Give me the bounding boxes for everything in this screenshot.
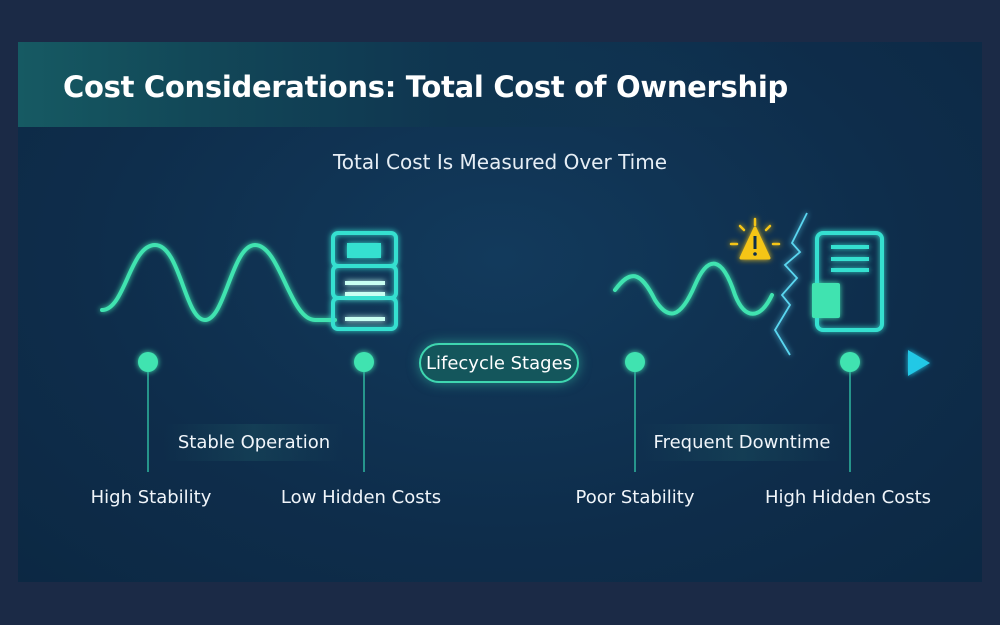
- page-title: Cost Considerations: Total Cost of Owner…: [63, 70, 788, 104]
- milestone-label: High Hidden Costs: [764, 487, 932, 508]
- milestone-dot: [138, 352, 158, 372]
- phase-label: Stable Operation: [163, 424, 345, 461]
- milestone-dot: [840, 352, 860, 372]
- stable-wave-icon: [100, 242, 337, 323]
- lifecycle-stages-badge: Lifecycle Stages: [419, 343, 579, 383]
- crack-icon: [773, 212, 808, 356]
- milestone-label: Poor Stability: [575, 487, 695, 508]
- milestone-dot: [625, 352, 645, 372]
- subtitle: Total Cost Is Measured Over Time: [332, 150, 668, 174]
- document-icon: [812, 231, 884, 332]
- milestone-label: Low Hidden Costs: [280, 487, 442, 508]
- milestone-label: High Stability: [90, 487, 212, 508]
- warning-icon: [729, 217, 781, 260]
- title-banner: Cost Considerations: Total Cost of Owner…: [18, 42, 982, 127]
- unstable-wave-icon: [613, 261, 774, 316]
- phase-label: Frequent Downtime: [639, 424, 845, 461]
- milestone-dot: [354, 352, 374, 372]
- server-stack-icon: [331, 231, 398, 331]
- arrow-head-icon: [908, 350, 930, 376]
